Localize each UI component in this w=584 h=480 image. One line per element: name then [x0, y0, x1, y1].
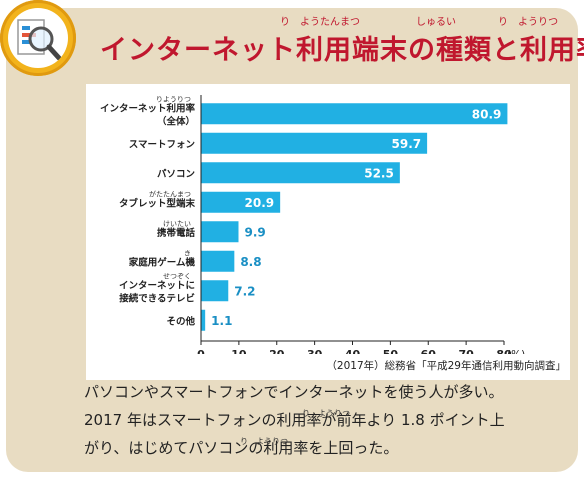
title-area: り ようたんまつ しゅるい り ようりつ インターネット利用端末の種類と利用率	[100, 10, 584, 76]
title-ruby-shurui: しゅるい	[416, 17, 456, 28]
category-label-4: タブレット型端末	[119, 197, 196, 209]
category-ruby-5: けいたい	[163, 220, 191, 228]
bar-6	[201, 250, 235, 272]
x-tick-label-0: 0	[197, 348, 205, 354]
badge-inner	[8, 8, 68, 68]
title-ruby-riyoritsu: り ようりつ	[498, 17, 559, 28]
value-label-1: 80.9	[472, 107, 502, 121]
category-ruby-6: き	[184, 249, 191, 257]
value-label-8: 1.1	[211, 314, 232, 328]
x-tick-label-30: 30	[307, 348, 323, 354]
category-label-1-line-2: （全体）	[157, 115, 195, 127]
value-label-4: 20.9	[245, 196, 275, 210]
x-tick-label-40: 40	[345, 348, 361, 354]
value-label-7: 7.2	[234, 284, 255, 298]
caption: パソコンやスマートフォンでインターネットを使う人が多い。 り ようりつ 2017…	[84, 378, 564, 462]
magnifier-document-icon	[0, 0, 76, 76]
magnifier-icon-svg	[17, 19, 62, 61]
category-ruby-1: りようりつ	[156, 95, 191, 103]
bar-5	[201, 221, 239, 243]
infographic-panel: り ようたんまつ しゅるい り ようりつ インターネット利用端末の種類と利用率 …	[6, 8, 584, 472]
x-tick-label-50: 50	[383, 348, 399, 354]
value-label-5: 9.9	[244, 225, 265, 239]
category-label-5: 携帯電話	[157, 227, 196, 239]
x-tick-label-60: 60	[421, 348, 437, 354]
category-label-8: その他	[166, 315, 195, 327]
category-label-7-line-1: インターネットに	[119, 279, 195, 291]
caption-ruby-2: り ようりつ	[240, 437, 289, 446]
page-title: インターネット利用端末の種類と利用率	[100, 35, 584, 66]
bar-chart-svg: 80.9 インターネット利用率（全体） りようりつ 59.7 スマートフォン 52.5 パソ…	[100, 95, 525, 354]
caption-line-3-text: がり、はじめてパソコンの利用率を上回った。	[84, 439, 399, 457]
bar-8	[201, 309, 206, 331]
bar-1	[201, 103, 508, 125]
caption-ruby-1: り ようりつ	[302, 409, 351, 418]
category-label-1-line-1: インターネット利用率	[100, 102, 196, 114]
bar-2	[201, 132, 428, 154]
x-tick-label-80: 80	[496, 348, 512, 354]
category-ruby-4: がたたんまつ	[149, 189, 191, 198]
bar-4	[201, 191, 281, 213]
value-label-6: 8.8	[240, 255, 261, 269]
x-axis-unit: (%)	[507, 349, 525, 354]
value-label-2: 59.7	[392, 137, 422, 151]
value-label-3: 52.5	[364, 166, 394, 180]
category-label-2: スマートフォン	[129, 139, 195, 150]
x-tick-label-70: 70	[458, 348, 474, 354]
bar-chart: 80.9 インターネット利用率 （全体） りようりつ 59.7 スマートフォン 52.5 パソ…	[86, 84, 570, 380]
title-ruby-riyotanmatsu: り ようたんまつ	[280, 17, 360, 28]
category-label-3: パソコン	[157, 168, 195, 180]
source-note: （2017年）総務省「平成29年通信利用動向調査」	[326, 360, 566, 372]
x-tick-label-20: 20	[269, 348, 285, 354]
caption-line-1: パソコンやスマートフォンでインターネットを使う人が多い。	[84, 378, 564, 406]
category-label-7-line-2: 接続できるテレビ	[119, 292, 195, 304]
caption-line-2-text: 2017 年はスマートフォンの利用率が前年より 1.8 ポイント上	[84, 411, 505, 429]
x-tick-label-10: 10	[231, 348, 247, 354]
caption-line-2: り ようりつ 2017 年はスマートフォンの利用率が前年より 1.8 ポイント上	[84, 406, 564, 434]
bar-7	[201, 280, 229, 302]
caption-line-1-text: パソコンやスマートフォンでインターネットを使う人が多い。	[84, 383, 504, 401]
category-ruby-7: せつぞく	[163, 272, 191, 280]
caption-line-3: り ようりつ がり、はじめてパソコンの利用率を上回った。	[84, 434, 564, 462]
category-label-6: 家庭用ゲーム機	[129, 256, 196, 268]
bar-3	[201, 162, 400, 184]
